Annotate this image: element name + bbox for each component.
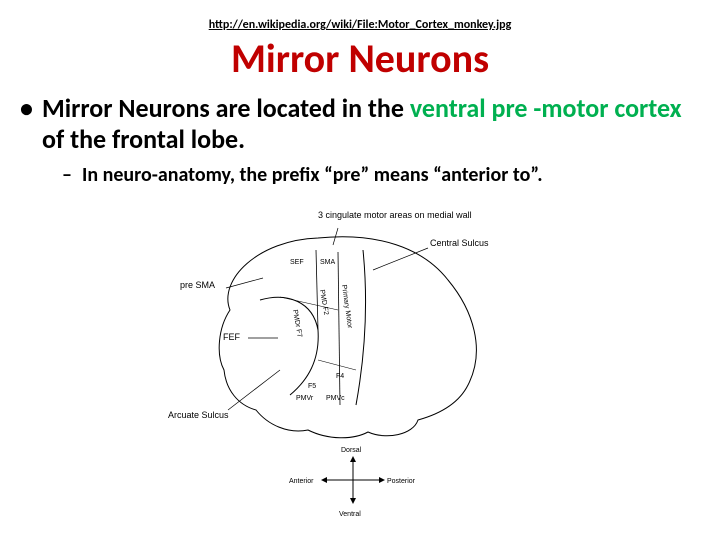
lbl-fef: FEF <box>223 332 241 342</box>
lbl-pmdr7: PMDr F7 <box>291 309 303 338</box>
lbl-f4: F4 <box>336 373 344 380</box>
lbl-arcuate: Arcuate Sulcus <box>168 410 229 420</box>
lbl-sma: SMA <box>320 259 336 266</box>
lbl-pmvc: PMVc <box>326 395 345 402</box>
central-sulcus-line <box>356 250 366 405</box>
brain-diagram: SEF SMA PMD F2 PMDr F7 Primary Motor F4 … <box>168 210 568 520</box>
arcuate-sulcus-line <box>260 297 318 395</box>
main-bullet: Mirror Neurons are located in the ventra… <box>0 93 720 155</box>
lbl-top: 3 cingulate motor areas on medial wall <box>318 210 472 220</box>
lbl-sef: SEF <box>290 259 304 266</box>
source-url[interactable]: http://en.wikipedia.org/wiki/File:Motor_… <box>0 0 720 32</box>
compass: Dorsal Ventral Anterior Posterior <box>289 447 416 518</box>
bullet-text-post: of the frontal lobe. <box>42 123 245 155</box>
lbl-pmvr: PMVr <box>296 395 314 402</box>
compass-up: Dorsal <box>341 447 362 454</box>
lbl-presma: pre SMA <box>180 280 215 290</box>
lbl-central: Central Sulcus <box>430 238 489 248</box>
page-title: Mirror Neurons <box>0 34 720 83</box>
sub-bullet: In neuro-anatomy, the prefix “pre” means… <box>0 163 720 187</box>
compass-left: Anterior <box>289 478 314 485</box>
lbl-f5: F5 <box>308 383 316 390</box>
lbl-pmdf2: PMD F2 <box>318 289 329 316</box>
lbl-primary-motor: Primary Motor <box>340 284 353 329</box>
compass-right: Posterior <box>387 478 416 485</box>
brain-outline <box>219 237 476 438</box>
bullet-text-pre: Mirror Neurons are located in the <box>42 92 410 124</box>
compass-down: Ventral <box>339 511 361 518</box>
bullet-text-highlight: ventral pre -motor cortex <box>410 92 682 124</box>
